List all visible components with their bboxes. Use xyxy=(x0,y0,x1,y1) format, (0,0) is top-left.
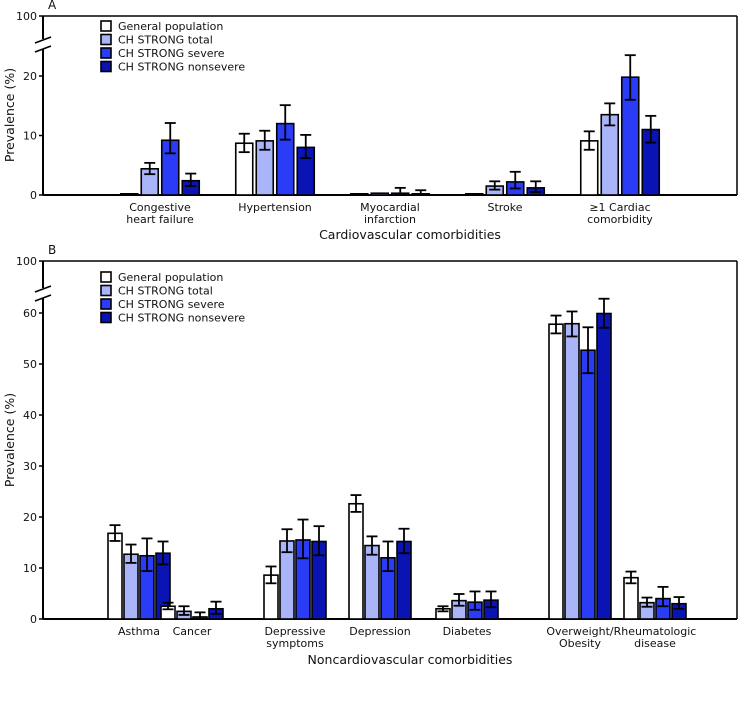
x-tick-label: Cancer xyxy=(173,625,212,638)
legend-swatch xyxy=(100,60,112,73)
legend-label: General population xyxy=(118,271,223,284)
bar xyxy=(349,193,369,196)
y-tick-label: 30 xyxy=(23,460,37,473)
x-tick-label: Congestive xyxy=(129,201,191,214)
x-tick-label: Depression xyxy=(349,625,411,638)
x-tick-label: Asthma xyxy=(118,625,160,638)
bar xyxy=(119,193,139,196)
y-tick-label: 50 xyxy=(23,358,37,371)
y-tick-label: 40 xyxy=(23,409,37,422)
panel-letter: A xyxy=(48,0,57,12)
x-tick-label: symptoms xyxy=(266,637,324,650)
panel-letter: B xyxy=(48,243,56,257)
panel-a: A Prevalence (%) Cardiovascular comorbidit… xyxy=(2,0,738,242)
y-tick-label: 0 xyxy=(30,613,37,626)
y-tick-label: 0 xyxy=(30,189,37,202)
bar xyxy=(548,323,564,620)
y-tick-label: 10 xyxy=(23,562,37,575)
x-tick-label: Diabetes xyxy=(443,625,492,638)
x-tick-label: comorbidity xyxy=(587,213,653,226)
x-tick-label: disease xyxy=(634,637,676,650)
legend-label: CH STRONG severe xyxy=(118,298,225,311)
axis-break-mark xyxy=(34,285,52,293)
legend-swatch xyxy=(100,284,112,297)
bar xyxy=(464,193,484,196)
x-tick-label: heart failure xyxy=(126,213,194,226)
bar xyxy=(600,113,620,196)
legend-swatch xyxy=(100,20,112,32)
legend-label: CH STRONG total xyxy=(118,34,213,47)
legend-label: CH STRONG nonsevere xyxy=(118,312,245,325)
y-tick-label: 60 xyxy=(23,307,37,320)
bar xyxy=(370,192,390,196)
x-tick-label: Hypertension xyxy=(238,201,312,214)
bar xyxy=(364,544,380,620)
legend-swatch xyxy=(100,33,112,46)
bar xyxy=(123,553,139,620)
y-tick-label: 10 xyxy=(23,130,37,143)
bar xyxy=(107,532,123,620)
x-tick-label: Stroke xyxy=(487,201,522,214)
x-axis-title: Cardiovascular comorbidities xyxy=(319,227,501,242)
y-tick-label: 100 xyxy=(16,255,37,268)
legend-swatch xyxy=(100,271,112,283)
x-tick-label: Overweight/ xyxy=(546,625,614,638)
axis-break-mark xyxy=(34,294,52,302)
legend-label: CH STRONG nonsevere xyxy=(118,61,245,74)
bar xyxy=(596,312,612,620)
x-tick-label: Depressive xyxy=(264,625,325,638)
x-tick-label: ≥1 Cardiac xyxy=(589,201,650,214)
y-axis-title: Prevalence (%) xyxy=(2,393,17,487)
panel-b: B Prevalence (%) Noncardiovascular comorbi… xyxy=(2,243,738,667)
y-axis-title: Prevalence (%) xyxy=(2,68,17,162)
bar xyxy=(348,502,364,620)
x-tick-label: Myocardial xyxy=(360,201,420,214)
legend-label: General population xyxy=(118,20,223,33)
bar xyxy=(564,322,580,620)
y-tick-label: 100 xyxy=(16,10,37,23)
y-tick-label: 20 xyxy=(23,70,37,83)
y-tick-label: 20 xyxy=(23,511,37,524)
x-tick-label: Rheumatologic xyxy=(614,625,697,638)
legend-label: CH STRONG total xyxy=(118,285,213,298)
legend-swatch xyxy=(100,47,112,59)
axis-break-mark xyxy=(34,36,52,44)
x-tick-label: infarction xyxy=(364,213,416,226)
bar xyxy=(580,349,596,620)
legend-label: CH STRONG severe xyxy=(118,47,225,60)
axis-break-mark xyxy=(34,45,52,53)
x-axis-title: Noncardiovascular comorbidities xyxy=(308,652,513,667)
legend-swatch xyxy=(100,298,112,310)
legend-swatch xyxy=(100,311,112,324)
x-tick-label: Obesity xyxy=(559,637,602,650)
